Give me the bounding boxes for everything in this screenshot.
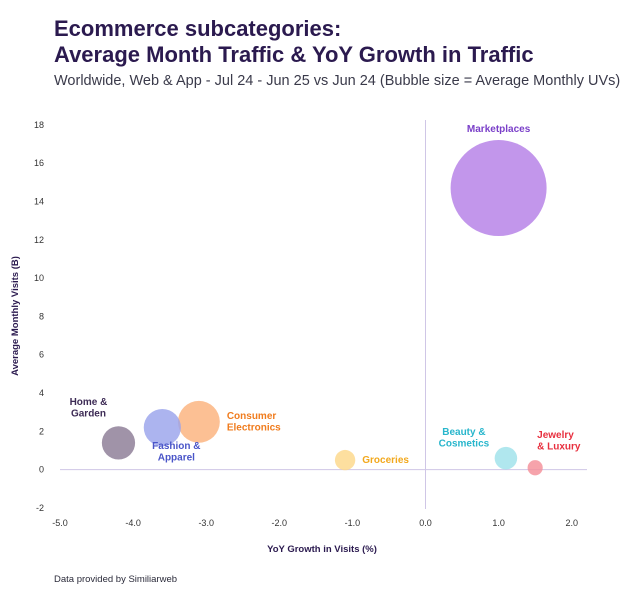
bubble-label-line: Marketplaces	[467, 124, 531, 135]
bubble-label-line: Electronics	[227, 423, 281, 434]
y-tick-label: 14	[34, 196, 44, 206]
y-tick-label: 0	[39, 465, 44, 475]
bubble-label: Fashion & Apparel	[152, 441, 200, 464]
bubble-label-line: Cosmetics	[439, 439, 490, 450]
bubble	[143, 408, 181, 447]
y-tick-label: 10	[34, 273, 44, 283]
x-tick-label: 1.0	[492, 518, 505, 528]
bubble-label-line: Apparel	[158, 453, 195, 464]
bubble-label: Groceries	[362, 455, 409, 466]
bubble	[177, 400, 220, 443]
bubble	[334, 449, 356, 471]
x-tick-label: -3.0	[198, 518, 214, 528]
bubble-label: Marketplaces	[467, 124, 531, 135]
chart-title-line-1: Ecommerce subcategories:	[54, 16, 342, 41]
y-tick-label: -2	[36, 503, 44, 513]
x-tick-label: -1.0	[345, 518, 361, 528]
chart-title: Ecommerce subcategories: Average Month T…	[54, 16, 534, 68]
x-tick-label: 0.0	[419, 518, 432, 528]
bubble-label-line: Garden	[71, 408, 106, 419]
bubble	[450, 140, 547, 237]
y-tick-label: 16	[34, 158, 44, 168]
y-tick-label: 2	[39, 426, 44, 436]
y-axis-title: Average Monthly Visits (B)	[10, 256, 21, 376]
chart-title-line-2: Average Month Traffic & YoY Growth in Tr…	[54, 42, 534, 67]
bubble-label: Jewelry & Luxury	[537, 430, 581, 453]
bubble	[101, 426, 136, 460]
bubble	[494, 446, 518, 470]
y-tick-label: 6	[39, 350, 44, 360]
bubble-label-line: Consumer	[227, 411, 277, 422]
x-tick-label: 2.0	[565, 518, 578, 528]
y-tick-label: 18	[34, 120, 44, 130]
bubble-label: Consumer Electronics	[227, 411, 281, 434]
x-tick-label: -5.0	[52, 518, 68, 528]
bubble-label-line: Fashion &	[152, 441, 200, 452]
bubble-label-line: Groceries	[362, 455, 409, 466]
y-tick-label: 8	[39, 311, 44, 321]
bubble-label: Beauty & Cosmetics	[439, 427, 490, 450]
data-source-note: Data provided by Similiarweb	[54, 574, 178, 585]
bubble-label: Home & Garden	[70, 397, 108, 420]
bubble-label-line: Jewelry	[537, 430, 574, 441]
y-tick-label: 12	[34, 235, 44, 245]
bubble-label-line: & Luxury	[537, 441, 581, 452]
bubble-label-line: Home &	[70, 397, 108, 408]
bubble-label-line: Beauty &	[442, 427, 485, 438]
x-tick-label: -2.0	[272, 518, 288, 528]
x-axis-title: YoY Growth in Visits (%)	[267, 544, 377, 555]
y-tick-label: 4	[39, 388, 44, 398]
bubble	[527, 460, 543, 476]
chart-subtitle: Worldwide, Web & App - Jul 24 - Jun 25 v…	[54, 73, 621, 89]
x-tick-label: -4.0	[125, 518, 141, 528]
